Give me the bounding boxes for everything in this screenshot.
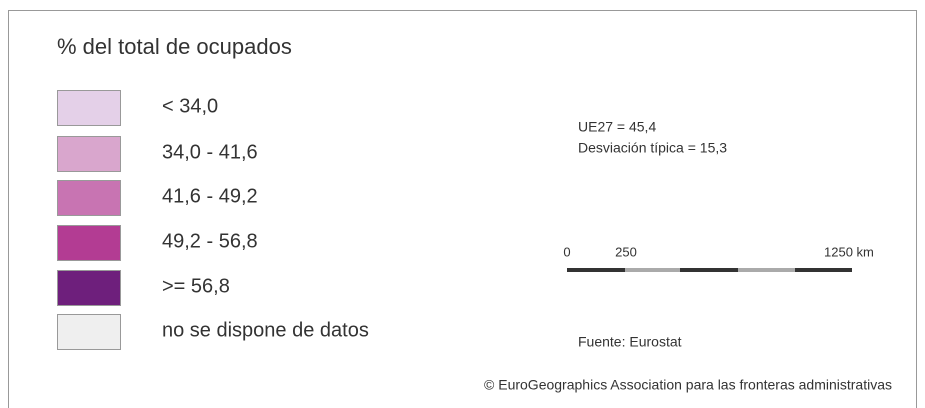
stat: UE27 = 45,4 [578,119,656,135]
scale-label: 0 [563,244,570,259]
legend-label: 49,2 - 56,8 [162,230,258,252]
legend-swatch [57,225,121,261]
scale-label: 1250 km [824,244,874,259]
legend-label: 34,0 - 41,6 [162,141,258,163]
stat: Desviación típica = 15,3 [578,140,727,156]
scale-bar [567,268,852,272]
legend-swatch [57,90,121,126]
frame [8,10,917,408]
legend: < 34,0 34,0 - 41,6 41,6 - 49,2 49,2 - 56,8 >… [57,90,369,350]
legend-label: < 34,0 [162,95,218,117]
legend-swatch [57,136,121,172]
legend-swatch [57,270,121,306]
legend-label: 41,6 - 49,2 [162,185,258,207]
legend-title: % del total de ocupados [57,34,292,59]
legend-swatch [57,180,121,216]
source: Fuente: Eurostat [578,334,682,350]
scale-label: 250 [615,244,637,259]
copyright: © EuroGeographics Association para las f… [484,377,892,393]
legend-label: no se dispone de datos [162,319,369,341]
legend-swatch [57,314,121,350]
legend-label: >= 56,8 [162,275,230,297]
